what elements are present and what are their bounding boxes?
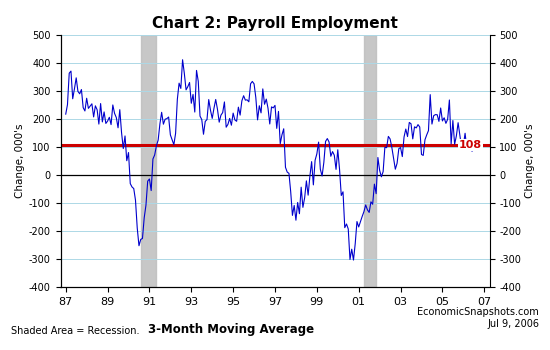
Text: Shaded Area = Recession.: Shaded Area = Recession.	[11, 326, 140, 336]
Title: Chart 2: Payroll Employment: Chart 2: Payroll Employment	[152, 16, 398, 31]
Bar	[141, 35, 156, 287]
Text: 108: 108	[459, 140, 482, 150]
Bar	[364, 35, 376, 287]
Text: 3-Month Moving Average: 3-Month Moving Average	[148, 323, 314, 336]
Text: EconomicSnapshots.com
Jul 9, 2006: EconomicSnapshots.com Jul 9, 2006	[417, 307, 539, 329]
Y-axis label: Change, 000's: Change, 000's	[525, 124, 535, 198]
Y-axis label: Change, 000's: Change, 000's	[15, 124, 25, 198]
